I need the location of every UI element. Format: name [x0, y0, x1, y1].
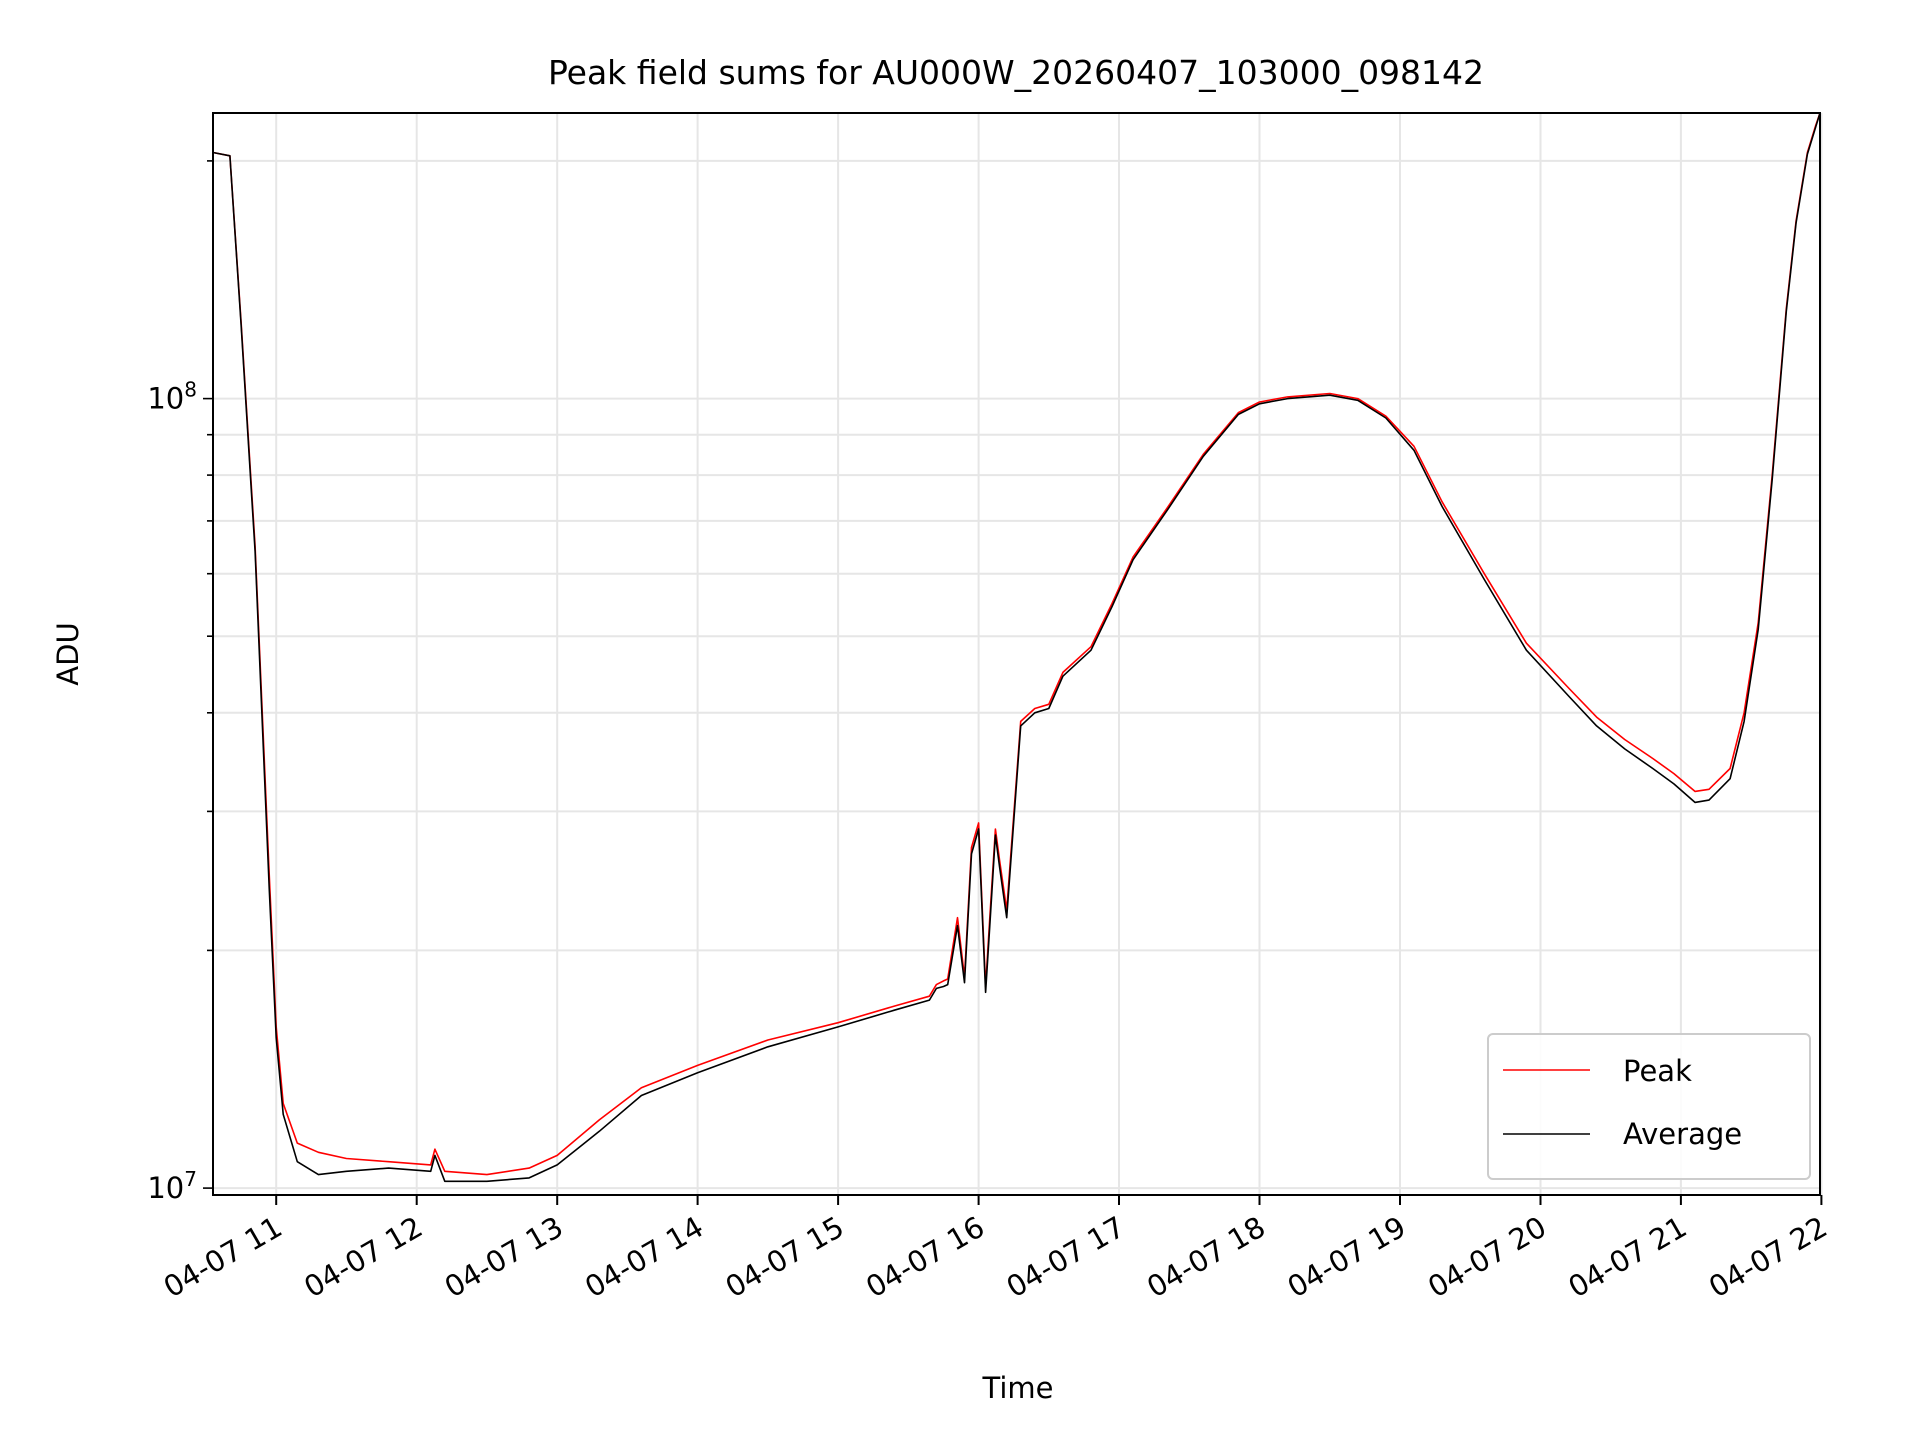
grid — [213, 113, 1823, 1195]
legend-label-average: Average — [1623, 1117, 1742, 1151]
plot-frame — [212, 112, 1821, 1196]
series-group — [212, 112, 1821, 1183]
x-axis-label: Time — [982, 1371, 1054, 1405]
y-tick-label: 107 — [147, 1167, 197, 1205]
y-tick-label-exponent: 8 — [184, 378, 197, 402]
y-tick-label-exponent: 7 — [184, 1167, 197, 1191]
y-tick-label: 108 — [147, 378, 197, 416]
legend: Peak Average — [1487, 1033, 1811, 1180]
y-tick-label-base: 10 — [147, 382, 184, 416]
series-line-average — [212, 112, 1821, 1183]
chart-title: Peak field sums for AU000W_20260407_1030… — [548, 53, 1484, 92]
y-tick-label-base: 10 — [147, 1171, 184, 1205]
y-axis-label: ADU — [51, 622, 85, 685]
legend-label-peak: Peak — [1623, 1054, 1692, 1088]
